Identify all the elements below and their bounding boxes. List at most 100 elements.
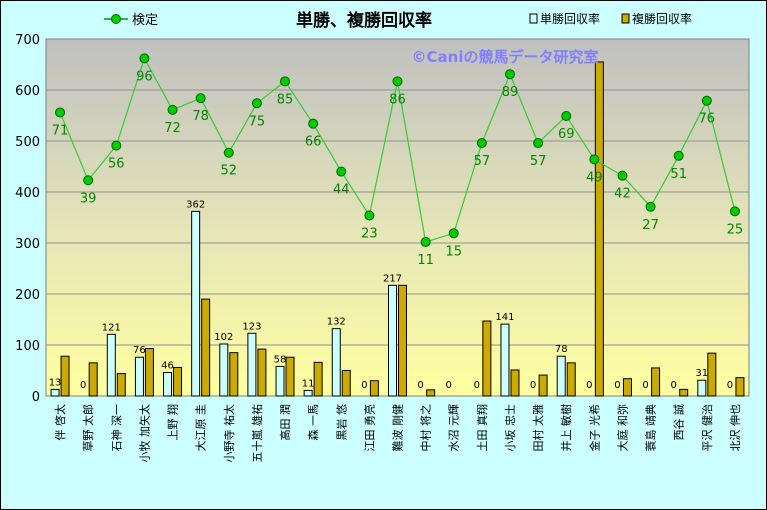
x-tick-label: 草野 太郎 — [81, 404, 95, 452]
bars-layer — [50, 61, 745, 397]
x-tick-label: 石神 深一 — [109, 404, 123, 452]
data-label-tansho: 102 — [214, 332, 233, 343]
bar-tansho — [134, 356, 144, 397]
legend-swatch-fukusho — [621, 13, 630, 24]
data-label-kentei: 57 — [474, 154, 491, 169]
bar-tansho — [697, 379, 707, 397]
bar-fukusho — [594, 61, 604, 397]
data-label-kentei: 51 — [670, 167, 687, 182]
data-label-tansho: 0 — [80, 380, 86, 391]
bar-tansho — [106, 333, 116, 397]
data-label-tansho: 132 — [327, 317, 346, 328]
data-label-kentei: 27 — [642, 218, 659, 233]
data-label-kentei: 85 — [277, 92, 294, 107]
data-label-tansho: 13 — [49, 377, 62, 388]
point-kentei — [701, 95, 712, 106]
y-tick-label: 200 — [15, 288, 40, 303]
data-label-kentei: 23 — [361, 226, 378, 241]
data-label-tansho: 0 — [614, 380, 620, 391]
bar-fukusho — [651, 367, 661, 397]
data-label-kentei: 89 — [502, 85, 519, 100]
x-tick-label: 江田 勇亮 — [362, 404, 376, 452]
data-label-kentei: 11 — [417, 253, 434, 268]
data-label-tansho: 0 — [474, 380, 480, 391]
x-tick-label: 井上 敏樹 — [559, 404, 573, 452]
x-tick-label: 伴 啓太 — [53, 404, 67, 441]
x-tick-label: 西谷 誠 — [673, 404, 686, 441]
point-kentei — [83, 175, 94, 186]
bar-tansho — [247, 332, 257, 397]
watermark-text: ©Caniの競馬データ研究室 — [412, 48, 599, 66]
y-tick-label: 100 — [15, 339, 40, 354]
data-label-tansho: 0 — [361, 380, 367, 391]
x-tick-label: 北沢 伸也 — [728, 404, 742, 452]
bar-fukusho — [398, 284, 407, 397]
point-kentei — [280, 76, 291, 87]
y-tick-label: 700 — [15, 33, 40, 48]
data-label-tansho: 0 — [446, 380, 452, 391]
bar-fukusho — [566, 362, 576, 397]
data-label-tansho: 0 — [586, 380, 592, 391]
x-tick-label: 蓑島 靖典 — [644, 404, 658, 452]
data-label-tansho: 76 — [133, 345, 146, 356]
data-label-kentei: 44 — [333, 183, 350, 198]
bar-tansho — [303, 389, 313, 397]
y-tick-label: 0 — [32, 390, 40, 405]
data-label-tansho: 217 — [383, 273, 402, 284]
data-label-kentei: 25 — [727, 222, 744, 237]
point-kentei — [673, 150, 684, 161]
bar-fukusho — [60, 355, 70, 397]
bar-fukusho — [426, 389, 436, 397]
data-label-kentei: 86 — [389, 92, 406, 107]
legend: 検定 単勝回収率 複勝回収率 — [104, 11, 692, 28]
bar-fukusho — [369, 380, 379, 397]
data-label-kentei: 96 — [136, 69, 153, 84]
data-label-kentei: 49 — [586, 170, 603, 185]
chart-title: 単勝、複勝回収率 — [296, 10, 432, 31]
bar-fukusho — [510, 369, 520, 397]
bar-fukusho — [679, 388, 689, 397]
point-kentei — [533, 138, 544, 149]
point-kentei — [251, 98, 262, 109]
bar-fukusho — [341, 370, 351, 397]
point-kentei — [139, 53, 150, 64]
x-tick-label: 難波 剛健 — [392, 404, 405, 452]
bar-tansho — [50, 388, 60, 397]
x-tick-label: 田村 太雅 — [531, 404, 545, 452]
bar-fukusho — [285, 356, 295, 397]
data-label-kentei: 71 — [52, 123, 69, 138]
point-kentei — [364, 210, 375, 221]
data-label-kentei: 72 — [164, 121, 181, 136]
bar-tansho — [331, 328, 341, 397]
data-label-kentei: 78 — [192, 109, 209, 124]
bar-fukusho — [173, 366, 183, 397]
x-tick-label: 金子 光希 — [587, 404, 601, 452]
legend-label-tansho: 単勝回収率 — [540, 11, 600, 26]
data-label-tansho: 31 — [695, 368, 708, 379]
y-tick-label: 600 — [15, 84, 40, 99]
point-kentei — [195, 93, 206, 104]
data-label-kentei: 76 — [699, 112, 716, 127]
x-tick-label: 大庭 和弥 — [615, 404, 629, 452]
data-label-tansho: 11 — [302, 378, 315, 389]
bar-fukusho — [482, 320, 492, 397]
x-tick-label: 黒岩 悠 — [334, 404, 348, 441]
x-tick-label: 中村 将之 — [419, 404, 433, 452]
point-kentei — [617, 170, 628, 181]
bar-tansho — [163, 372, 173, 397]
bar-fukusho — [257, 348, 267, 397]
bar-fukusho — [313, 361, 323, 397]
data-label-kentei: 52 — [221, 164, 238, 179]
bar-tansho — [191, 210, 201, 397]
point-kentei — [392, 76, 403, 87]
x-tick-label: 森 一馬 — [306, 404, 320, 441]
data-label-kentei: 57 — [530, 154, 547, 169]
data-label-kentei: 66 — [305, 135, 322, 150]
point-kentei — [561, 111, 572, 122]
x-tick-label: 小坂 忠士 — [504, 404, 517, 452]
data-label-kentei: 56 — [108, 157, 125, 172]
bar-fukusho — [201, 298, 211, 397]
bar-fukusho — [116, 373, 126, 397]
point-kentei — [729, 206, 740, 217]
point-kentei — [167, 104, 178, 115]
